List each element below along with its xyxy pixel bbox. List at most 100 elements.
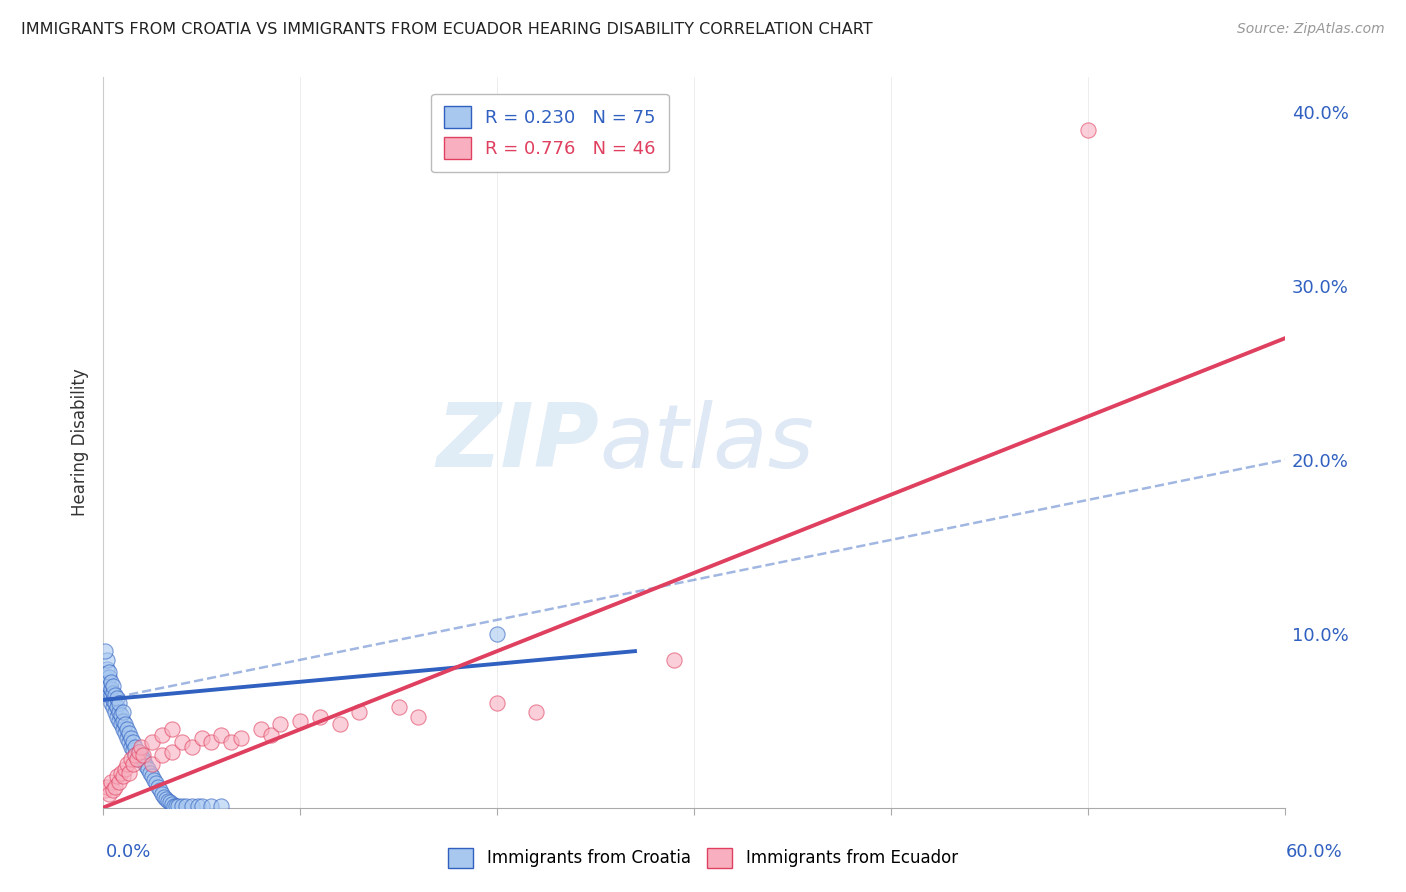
Point bbox=[160, 797, 183, 812]
Point bbox=[128, 745, 150, 759]
Point bbox=[139, 765, 162, 780]
Point bbox=[150, 787, 173, 801]
Point bbox=[120, 731, 142, 745]
Point bbox=[96, 780, 118, 794]
Point bbox=[249, 723, 271, 737]
Point bbox=[125, 752, 148, 766]
Point bbox=[105, 699, 128, 714]
Point bbox=[128, 745, 150, 759]
Point bbox=[347, 705, 370, 719]
Text: ZIP: ZIP bbox=[437, 399, 599, 486]
Point bbox=[141, 757, 163, 772]
Point bbox=[308, 710, 330, 724]
Point bbox=[200, 798, 222, 813]
Point bbox=[94, 783, 117, 797]
Point bbox=[105, 769, 128, 783]
Point bbox=[94, 679, 117, 693]
Point bbox=[180, 739, 202, 754]
Point bbox=[114, 726, 136, 740]
Point bbox=[105, 710, 128, 724]
Point bbox=[101, 783, 124, 797]
Text: 60.0%: 60.0% bbox=[1286, 843, 1343, 861]
Point bbox=[138, 763, 160, 777]
Text: atlas: atlas bbox=[599, 400, 814, 485]
Point bbox=[209, 798, 232, 813]
Point bbox=[98, 665, 121, 679]
Point bbox=[121, 734, 143, 748]
Point bbox=[143, 772, 166, 787]
Point bbox=[187, 798, 209, 813]
Point bbox=[100, 696, 122, 710]
Point bbox=[190, 798, 212, 813]
Point bbox=[135, 759, 157, 773]
Point bbox=[101, 679, 124, 693]
Point bbox=[526, 705, 548, 719]
Point bbox=[111, 723, 134, 737]
Point bbox=[150, 728, 173, 742]
Point bbox=[328, 717, 350, 731]
Point bbox=[118, 726, 141, 740]
Point bbox=[219, 734, 242, 748]
Point bbox=[98, 670, 121, 684]
Point bbox=[94, 670, 117, 684]
Point bbox=[209, 728, 232, 742]
Point bbox=[110, 708, 132, 723]
Point bbox=[101, 693, 124, 707]
Point bbox=[96, 682, 118, 697]
Text: Source: ZipAtlas.com: Source: ZipAtlas.com bbox=[1237, 22, 1385, 37]
Point bbox=[110, 717, 132, 731]
Point bbox=[115, 731, 138, 745]
Point bbox=[100, 675, 122, 690]
Point bbox=[150, 748, 173, 763]
Point bbox=[108, 774, 131, 789]
Point bbox=[121, 743, 143, 757]
Point bbox=[104, 780, 127, 794]
Point bbox=[170, 734, 193, 748]
Text: IMMIGRANTS FROM CROATIA VS IMMIGRANTS FROM ECUADOR HEARING DISABILITY CORRELATIO: IMMIGRANTS FROM CROATIA VS IMMIGRANTS FR… bbox=[21, 22, 873, 37]
Point bbox=[129, 748, 152, 763]
Point bbox=[664, 653, 686, 667]
Point bbox=[111, 714, 134, 728]
Point bbox=[120, 739, 142, 754]
Point bbox=[190, 731, 212, 745]
Point bbox=[115, 723, 138, 737]
Point bbox=[101, 686, 124, 700]
Point bbox=[118, 765, 141, 780]
Point bbox=[159, 796, 181, 810]
Point bbox=[145, 776, 167, 790]
Point bbox=[259, 728, 281, 742]
Point bbox=[100, 688, 122, 702]
Point bbox=[114, 717, 136, 731]
Point bbox=[110, 765, 132, 780]
Point bbox=[200, 734, 222, 748]
Point bbox=[167, 798, 190, 813]
Point bbox=[124, 748, 146, 763]
Point bbox=[100, 774, 122, 789]
Point bbox=[141, 734, 163, 748]
Point bbox=[98, 679, 121, 693]
Point bbox=[124, 748, 146, 763]
Point bbox=[96, 661, 118, 675]
Point bbox=[149, 783, 172, 797]
Point bbox=[124, 739, 146, 754]
Point bbox=[141, 769, 163, 783]
Point bbox=[486, 696, 509, 710]
Point bbox=[125, 752, 148, 766]
Point bbox=[96, 675, 118, 690]
Point bbox=[408, 710, 430, 724]
Point bbox=[387, 699, 409, 714]
Point bbox=[101, 699, 124, 714]
Point bbox=[148, 780, 170, 794]
Point bbox=[165, 798, 187, 813]
Point bbox=[134, 756, 156, 770]
Point bbox=[111, 769, 134, 783]
Point bbox=[114, 763, 136, 777]
Point bbox=[1077, 122, 1099, 136]
Point bbox=[118, 734, 141, 748]
Point bbox=[104, 696, 127, 710]
Point bbox=[120, 752, 142, 766]
Point bbox=[98, 787, 121, 801]
Point bbox=[160, 723, 183, 737]
Text: 0.0%: 0.0% bbox=[105, 843, 150, 861]
Point bbox=[94, 644, 117, 658]
